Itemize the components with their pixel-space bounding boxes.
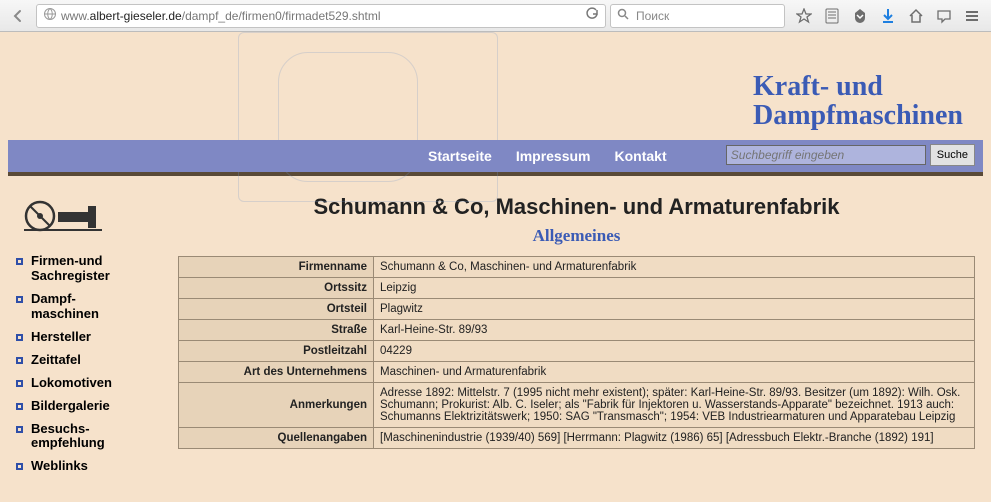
globe-icon: [43, 7, 57, 24]
sidebar-link-3[interactable]: Zeittafel: [31, 353, 81, 368]
sidebar-link-2[interactable]: Hersteller: [31, 330, 91, 345]
sidebar-item: Lokomotiven: [16, 376, 178, 391]
sidebar-item: Besuchs-empfehlung: [16, 422, 178, 452]
sidebar-item: Zeittafel: [16, 353, 178, 368]
site-search-input[interactable]: [726, 145, 926, 165]
sidebar-link-4[interactable]: Lokomotiven: [31, 376, 112, 391]
bookmark-icon[interactable]: [795, 7, 813, 25]
row-value: Leipzig: [374, 278, 975, 299]
topnav-startseite[interactable]: Startseite: [428, 148, 492, 164]
row-value: Maschinen- und Armaturenfabrik: [374, 362, 975, 383]
bullet-icon: [16, 380, 23, 387]
pocket-icon[interactable]: [851, 7, 869, 25]
toolbar-icons: [789, 7, 987, 25]
table-row: Quellenangaben[Maschinenindustrie (1939/…: [179, 428, 975, 449]
sidebar-item: Firmen-und Sachregister: [16, 254, 178, 284]
table-row: Postleitzahl04229: [179, 341, 975, 362]
site-search-button[interactable]: [930, 144, 975, 166]
section-subtitle: Allgemeines: [178, 226, 975, 246]
table-row: FirmennameSchumann & Co, Maschinen- und …: [179, 257, 975, 278]
row-key: Ortsteil: [179, 299, 374, 320]
table-row: StraßeKarl-Heine-Str. 89/93: [179, 320, 975, 341]
sidebar-item: Bildergalerie: [16, 399, 178, 414]
row-key: Anmerkungen: [179, 383, 374, 428]
table-row: OrtsteilPlagwitz: [179, 299, 975, 320]
bullet-icon: [16, 426, 23, 433]
browser-search-box[interactable]: Поиск: [610, 4, 785, 28]
details-table: FirmennameSchumann & Co, Maschinen- und …: [178, 256, 975, 449]
row-key: Postleitzahl: [179, 341, 374, 362]
row-key: Straße: [179, 320, 374, 341]
page-body: Kraft- und Dampfmaschinen Startseite Imp…: [0, 32, 991, 502]
reload-icon[interactable]: [585, 7, 599, 24]
sidebar: Firmen-und Sachregister Dampf-maschinen He…: [8, 194, 178, 482]
chat-icon[interactable]: [935, 7, 953, 25]
sidebar-item: Dampf-maschinen: [16, 292, 178, 322]
row-value: Schumann & Co, Maschinen- und Armaturenf…: [374, 257, 975, 278]
sidebar-link-5[interactable]: Bildergalerie: [31, 399, 110, 414]
sidebar-item: Weblinks: [16, 459, 178, 474]
bullet-icon: [16, 334, 23, 341]
main-content: Schumann & Co, Maschinen- und Armaturenf…: [178, 194, 983, 482]
reader-icon[interactable]: [823, 7, 841, 25]
row-key: Quellenangaben: [179, 428, 374, 449]
topnav-kontakt[interactable]: Kontakt: [615, 148, 667, 164]
sidebar-link-0[interactable]: Firmen-und Sachregister: [31, 254, 178, 284]
bullet-icon: [16, 296, 23, 303]
page-title: Schumann & Co, Maschinen- und Armaturenf…: [178, 194, 975, 220]
topnav-impressum[interactable]: Impressum: [516, 148, 591, 164]
site-header: Kraft- und Dampfmaschinen: [8, 32, 983, 140]
back-button[interactable]: [4, 4, 32, 28]
site-search: [726, 144, 975, 166]
row-value: Karl-Heine-Str. 89/93: [374, 320, 975, 341]
bullet-icon: [16, 403, 23, 410]
site-title: Kraft- und Dampfmaschinen: [753, 72, 963, 131]
home-icon[interactable]: [907, 7, 925, 25]
menu-icon[interactable]: [963, 7, 981, 25]
table-row: AnmerkungenAdresse 1892: Mittelstr. 7 (1…: [179, 383, 975, 428]
search-icon: [617, 8, 630, 24]
table-row: OrtssitzLeipzig: [179, 278, 975, 299]
row-value: Adresse 1892: Mittelstr. 7 (1995 nicht m…: [374, 383, 975, 428]
bullet-icon: [16, 258, 23, 265]
bullet-icon: [16, 357, 23, 364]
sidebar-link-7[interactable]: Weblinks: [31, 459, 88, 474]
url-bar[interactable]: www.albert-gieseler.de/dampf_de/firmen0/…: [36, 4, 606, 28]
steam-engine-icon: [24, 194, 104, 234]
row-key: Ortssitz: [179, 278, 374, 299]
download-icon[interactable]: [879, 7, 897, 25]
row-value: [Maschinenindustrie (1939/40) 569] [Herr…: [374, 428, 975, 449]
row-value: Plagwitz: [374, 299, 975, 320]
sidebar-link-1[interactable]: Dampf-maschinen: [31, 292, 99, 322]
browser-toolbar: www.albert-gieseler.de/dampf_de/firmen0/…: [0, 0, 991, 32]
table-row: Art des UnternehmensMaschinen- und Armat…: [179, 362, 975, 383]
divider: [8, 172, 983, 176]
bullet-icon: [16, 463, 23, 470]
sidebar-item: Hersteller: [16, 330, 178, 345]
sidebar-link-6[interactable]: Besuchs-empfehlung: [31, 422, 105, 452]
row-key: Firmenname: [179, 257, 374, 278]
row-key: Art des Unternehmens: [179, 362, 374, 383]
top-nav: Startseite Impressum Kontakt: [8, 140, 983, 172]
browser-search-placeholder: Поиск: [636, 9, 669, 23]
row-value: 04229: [374, 341, 975, 362]
url-text: www.albert-gieseler.de/dampf_de/firmen0/…: [61, 9, 581, 23]
